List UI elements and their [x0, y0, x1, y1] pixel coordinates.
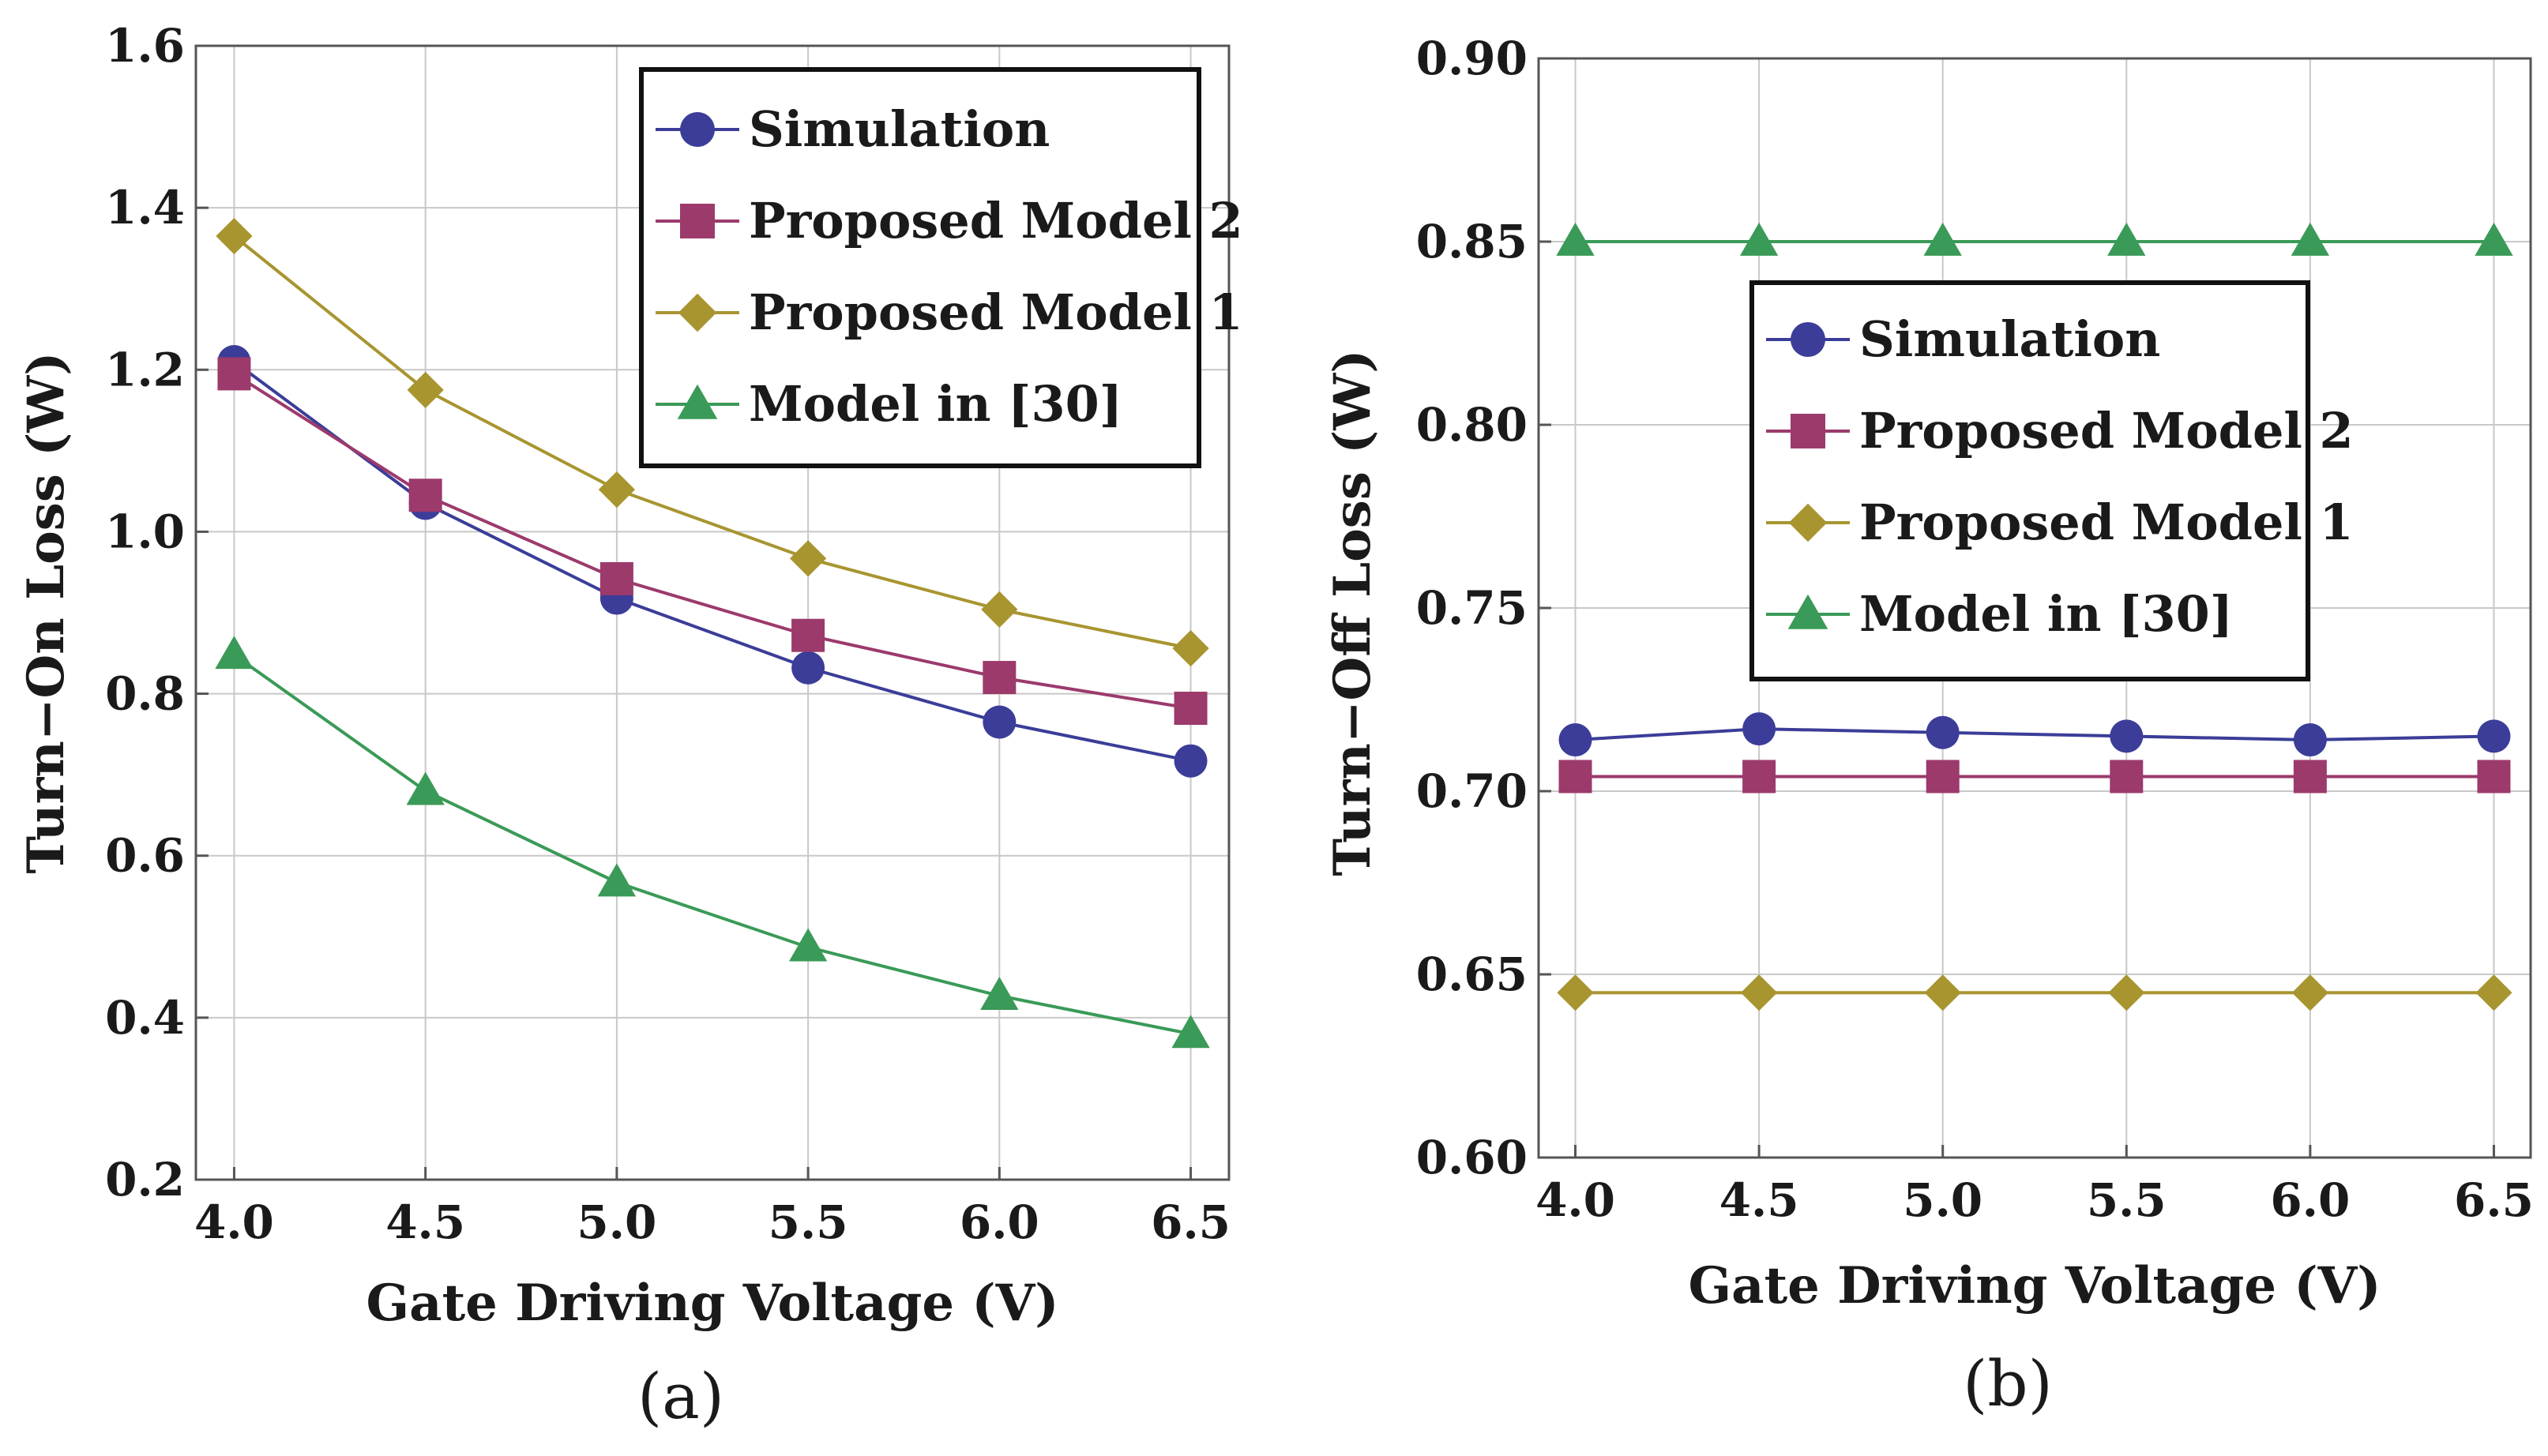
x-tick-label: 5.5 [2087, 1173, 2167, 1227]
legend-label: Proposed Model 2 [1859, 402, 2354, 460]
y-tick-label: 0.65 [1416, 948, 1528, 1001]
x-tick-label: 6.5 [2454, 1173, 2534, 1227]
data-point-simulation [1174, 745, 1208, 778]
data-point-model1 [599, 471, 635, 508]
data-point-simulation [1559, 723, 1592, 756]
y-tick-label: 0.2 [105, 1153, 185, 1206]
data-point-model30 [789, 928, 827, 961]
y-tick-label: 0.8 [105, 667, 185, 721]
data-point-model30 [407, 772, 445, 805]
x-axis-label: Gate Driving Voltage (V) [1688, 1256, 2381, 1315]
data-point-simulation [791, 651, 825, 685]
x-tick-label: 6.0 [960, 1195, 1039, 1249]
x-tick-label: 4.5 [385, 1195, 465, 1249]
legend-marker-model2 [680, 204, 715, 238]
legend-label: Proposed Model 1 [749, 283, 1243, 341]
x-tick-label: 5.5 [769, 1195, 848, 1249]
data-point-model1 [216, 218, 252, 254]
figure: 4.0 4.5 5.0 5.5 6.0 6.5 0.2 0.4 0.6 0.8 1.0 1.2 1.4 1… [0, 0, 2548, 1456]
x-tick-label: 4.0 [194, 1195, 274, 1249]
data-point-simulation [1926, 716, 1960, 749]
y-tick-label: 0.90 [1416, 32, 1528, 85]
data-point-model30 [1556, 223, 1594, 256]
data-point-model30 [1740, 223, 1778, 256]
data-point-simulation [2110, 719, 2143, 752]
data-point-model30 [2475, 223, 2512, 256]
chart-b-turn-off-loss: 4.0 4.5 5.0 5.5 6.0 6.5 0.60 0.65 0.70 0.75 0.80 0.… [1323, 32, 2534, 1420]
y-axis-label: Turn−On Loss (W) [17, 351, 76, 873]
y-tick-label: 0.4 [105, 991, 185, 1045]
legend-label: Model in [30] [749, 375, 1122, 433]
data-point-model1 [1172, 630, 1208, 666]
data-point-model2 [1742, 760, 1776, 793]
legend-label: Model in [30] [1859, 585, 2233, 643]
y-tick-label: 0.6 [105, 829, 185, 883]
data-point-model2 [217, 357, 250, 390]
data-point-simulation [983, 705, 1016, 738]
legend-marker-simulation [1791, 322, 1825, 357]
legend-label: Simulation [749, 100, 1050, 158]
data-point-model2 [983, 661, 1016, 694]
data-point-model2 [791, 619, 825, 652]
chart-caption: (a) [637, 1360, 724, 1433]
data-point-model30 [1924, 223, 1962, 256]
data-point-model1 [1557, 974, 1593, 1011]
legend-marker-model2 [1791, 414, 1825, 448]
x-tick-label: 5.0 [1903, 1173, 1982, 1227]
series-line-simulation [1576, 729, 2494, 740]
data-point-model2 [2110, 760, 2143, 793]
data-point-simulation [2477, 719, 2510, 752]
data-point-model2 [1174, 692, 1208, 725]
data-point-model1 [2292, 974, 2328, 1011]
legend-label: Simulation [1859, 310, 2160, 368]
chart-a-turn-on-loss: 4.0 4.5 5.0 5.5 6.0 6.5 0.2 0.4 0.6 0.8 1.0 1.2 1.4 1… [17, 19, 1243, 1433]
x-tick-label: 4.0 [1535, 1173, 1615, 1227]
y-axis-label: Turn−Off Loss (W) [1323, 349, 1382, 876]
data-point-simulation [2294, 723, 2327, 756]
x-tick-label: 6.0 [2270, 1173, 2350, 1227]
data-point-simulation [1742, 712, 1776, 745]
data-point-model2 [1559, 760, 1592, 793]
data-point-model2 [1926, 760, 1960, 793]
data-point-model1 [2475, 974, 2512, 1011]
data-point-model1 [1741, 974, 1777, 1011]
y-tick-label: 0.60 [1416, 1131, 1528, 1184]
chart-caption: (b) [1963, 1347, 2053, 1420]
data-point-model2 [600, 562, 633, 595]
data-point-model30 [2291, 223, 2329, 256]
data-point-model1 [408, 372, 444, 408]
series-line-model30 [234, 655, 1190, 1034]
x-tick-label: 5.0 [577, 1195, 656, 1249]
legend-marker-simulation [680, 112, 715, 147]
data-point-model30 [215, 636, 253, 669]
y-tick-label: 0.80 [1416, 398, 1528, 452]
legend-label: Proposed Model 2 [749, 192, 1243, 250]
data-point-model1 [981, 591, 1017, 628]
data-point-model1 [1925, 974, 1961, 1011]
y-tick-label: 1.2 [105, 343, 185, 396]
data-point-model2 [409, 478, 442, 512]
y-tick-label: 0.70 [1416, 764, 1528, 818]
data-point-model30 [2107, 223, 2145, 256]
x-axis-label: Gate Driving Voltage (V) [366, 1274, 1058, 1333]
y-tick-label: 0.85 [1416, 215, 1528, 268]
legend-label: Proposed Model 1 [1859, 493, 2354, 551]
y-tick-label: 0.75 [1416, 581, 1528, 635]
x-tick-label: 4.5 [1719, 1173, 1799, 1227]
y-tick-label: 1.0 [105, 505, 185, 558]
data-point-model2 [2477, 760, 2510, 793]
data-point-model30 [598, 863, 636, 896]
data-point-model1 [2108, 974, 2144, 1011]
x-tick-label: 6.5 [1151, 1195, 1231, 1249]
data-point-model2 [2294, 760, 2327, 793]
data-point-model1 [790, 540, 826, 576]
y-tick-label: 1.4 [105, 181, 185, 235]
y-tick-label: 1.6 [105, 19, 185, 73]
